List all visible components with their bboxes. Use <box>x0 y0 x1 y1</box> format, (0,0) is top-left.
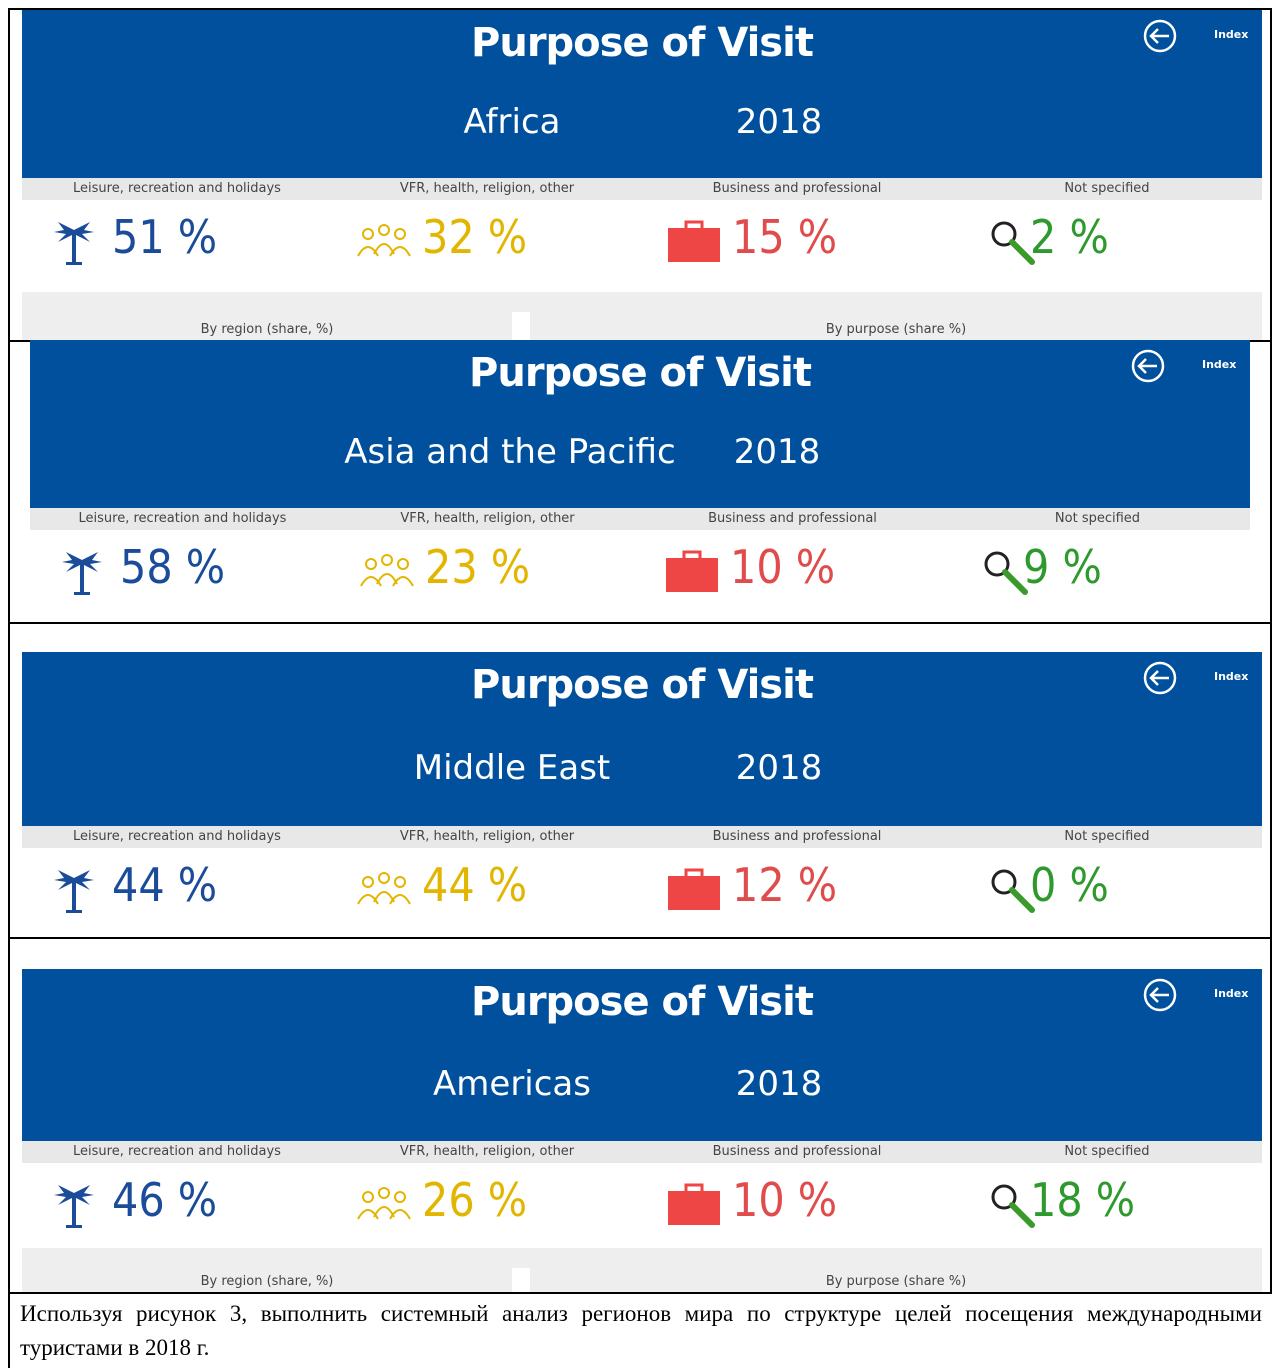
kpi-value: 10 % <box>732 1173 838 1227</box>
panel-title: Purpose of Visit <box>469 350 812 396</box>
year: 2018 <box>733 432 821 473</box>
kpi-label: Business and professional <box>708 511 877 526</box>
panel-title: Purpose of Visit <box>471 20 814 66</box>
label-bar <box>22 826 1262 848</box>
kpi-label: Not specified <box>1064 829 1150 844</box>
kpi-label: Leisure, recreation and holidays <box>73 829 281 844</box>
footer-strip <box>22 292 1262 312</box>
kpi-value: 18 % <box>1030 1173 1136 1227</box>
footer-label: By region (share, %) <box>22 1268 512 1292</box>
kpi-value: 0 % <box>1030 858 1109 912</box>
table-border <box>8 622 1272 624</box>
index-link[interactable]: Index <box>1214 987 1249 1000</box>
kpi-value: 26 % <box>422 1173 528 1227</box>
kpi-icon <box>668 1183 720 1225</box>
header-banner <box>22 10 1262 178</box>
table-border <box>8 10 10 1368</box>
kpi-icon <box>991 1184 1035 1228</box>
footer-label: By region (share, %) <box>22 312 512 340</box>
kpi-value: 32 % <box>422 210 528 264</box>
kpi-icon <box>357 224 411 257</box>
footer-strip <box>22 1248 1262 1268</box>
label-bar <box>22 178 1262 200</box>
kpi-icon <box>357 872 411 905</box>
back-button[interactable] <box>1142 660 1178 696</box>
kpi-label: Business and professional <box>712 181 882 196</box>
kpi-icon <box>666 550 718 592</box>
back-button[interactable] <box>1142 18 1178 54</box>
kpi-icon <box>991 221 1035 265</box>
year: 2018 <box>735 1063 823 1104</box>
kpi-value: 2 % <box>1030 210 1109 264</box>
kpi-label: Leisure, recreation and holidays <box>78 511 287 526</box>
region-name: Africa <box>463 102 561 143</box>
index-link[interactable]: Index <box>1214 28 1249 41</box>
kpi-value: 58 % <box>120 540 226 594</box>
kpi-value: 44 % <box>112 858 218 912</box>
kpi-icon <box>984 551 1028 595</box>
table-border <box>1270 10 1272 1292</box>
index-link[interactable]: Index <box>1214 670 1249 683</box>
kpi-label: Business and professional <box>712 1144 882 1159</box>
back-button[interactable] <box>1130 348 1166 384</box>
kpi-label: Not specified <box>1064 1144 1150 1159</box>
kpi-label: VFR, health, religion, other <box>399 181 575 196</box>
kpi-label: Leisure, recreation and holidays <box>73 181 281 196</box>
kpi-label: Not specified <box>1064 181 1150 196</box>
year: 2018 <box>735 747 823 788</box>
table-border <box>8 8 1272 10</box>
table-border <box>8 1292 1272 1294</box>
kpi-value: 46 % <box>112 1173 218 1227</box>
kpi-icon <box>62 552 102 595</box>
index-link[interactable]: Index <box>1202 358 1237 371</box>
table-border <box>8 937 1272 939</box>
kpi-value: 10 % <box>730 540 836 594</box>
kpi-icon <box>357 1187 411 1220</box>
panel-title: Purpose of Visit <box>471 662 814 708</box>
kpi-icon <box>54 870 94 913</box>
kpi-value: 12 % <box>732 858 838 912</box>
kpi-value: 15 % <box>732 210 838 264</box>
label-bar <box>22 1141 1262 1163</box>
caption: Используя рисунок 3, выполнить системный… <box>20 1301 1262 1360</box>
kpi-icon <box>54 1185 94 1228</box>
region-name: Middle East <box>413 747 611 788</box>
header-banner <box>30 340 1250 508</box>
kpi-icon <box>360 554 414 587</box>
kpi-label: VFR, health, religion, other <box>399 829 575 844</box>
kpi-value: 51 % <box>112 210 218 264</box>
header-banner <box>22 969 1262 1141</box>
footer-label: By purpose (share %) <box>530 1268 1262 1292</box>
kpi-label: VFR, health, religion, other <box>399 1144 575 1159</box>
region-name: Americas <box>433 1063 591 1104</box>
panel-title: Purpose of Visit <box>471 979 814 1025</box>
back-button[interactable] <box>1142 977 1178 1013</box>
region-name: Asia and the Pacific <box>344 432 676 473</box>
kpi-value: 23 % <box>425 540 531 594</box>
kpi-label: Business and professional <box>712 829 882 844</box>
kpi-label: Leisure, recreation and holidays <box>73 1144 281 1159</box>
kpi-label: Not specified <box>1054 511 1141 526</box>
year: 2018 <box>735 102 823 143</box>
kpi-icon <box>991 869 1035 913</box>
kpi-label: VFR, health, religion, other <box>400 511 575 526</box>
kpi-icon <box>668 220 720 262</box>
kpi-value: 9 % <box>1023 540 1102 594</box>
kpi-icon <box>54 222 94 265</box>
footer-label: By purpose (share %) <box>530 312 1262 340</box>
header-banner <box>22 652 1262 826</box>
kpi-icon <box>668 868 720 910</box>
label-bar <box>30 508 1250 530</box>
kpi-value: 44 % <box>422 858 528 912</box>
